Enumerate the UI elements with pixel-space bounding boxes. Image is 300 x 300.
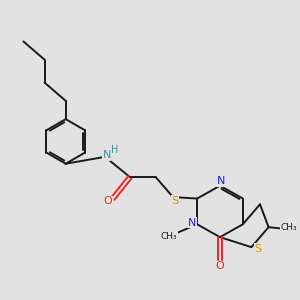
Text: CH₃: CH₃: [161, 232, 178, 241]
Text: N: N: [102, 150, 111, 160]
Text: CH₃: CH₃: [280, 224, 297, 232]
Text: N: N: [188, 218, 196, 228]
Text: S: S: [254, 244, 261, 254]
Text: O: O: [216, 261, 224, 271]
Text: H: H: [112, 145, 119, 155]
Text: O: O: [103, 196, 112, 206]
Text: S: S: [171, 196, 178, 206]
Text: N: N: [217, 176, 225, 186]
